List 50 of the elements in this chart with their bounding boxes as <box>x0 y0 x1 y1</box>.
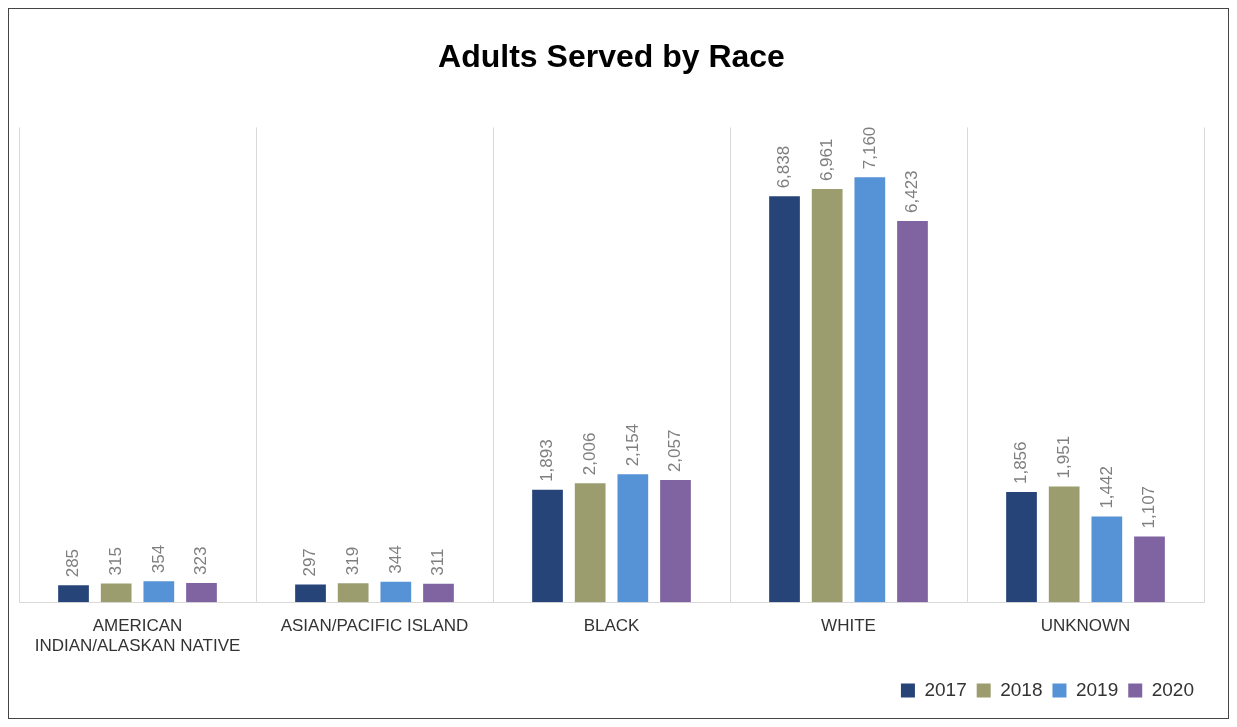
bar <box>617 474 649 603</box>
bar <box>1048 486 1080 603</box>
x-tick-label: AMERICAN INDIAN/ALASKAN NATIVE <box>34 616 241 656</box>
data-label: 1,107 <box>1139 485 1159 529</box>
bar <box>143 581 175 603</box>
bar <box>337 583 369 603</box>
bar <box>660 480 691 603</box>
bar <box>854 177 886 603</box>
bar <box>58 585 89 603</box>
x-tick-label: BLACK <box>583 616 641 636</box>
x-tick-label: ASIAN/PACIFIC ISLAND <box>280 616 469 636</box>
data-label: 6,838 <box>774 145 794 189</box>
data-label: 6,423 <box>902 170 922 213</box>
bar <box>897 221 928 603</box>
bar <box>769 196 800 603</box>
data-label: 297 <box>300 548 320 577</box>
legend-label: 2020 <box>1151 678 1195 700</box>
bar <box>186 583 217 603</box>
bar <box>100 583 132 603</box>
legend-label: 2019 <box>1075 678 1119 700</box>
data-label: 315 <box>105 547 125 576</box>
bar <box>1091 516 1123 603</box>
bar <box>1006 492 1037 603</box>
data-label: 2,057 <box>665 429 685 473</box>
data-label: 354 <box>148 544 168 574</box>
data-label: 344 <box>385 545 405 574</box>
bar <box>380 581 412 603</box>
x-tick-label: WHITE <box>821 616 876 636</box>
data-label: 319 <box>342 546 362 576</box>
bar <box>574 483 606 603</box>
bar <box>1134 536 1165 603</box>
data-label: 311 <box>428 548 448 576</box>
bar <box>295 584 326 603</box>
data-label: 7,160 <box>859 126 879 170</box>
data-label: 323 <box>191 546 211 576</box>
data-label: 1,951 <box>1053 435 1073 479</box>
data-label: 2,154 <box>622 423 642 467</box>
data-label: 1,893 <box>537 439 557 482</box>
x-tick-label: UNKNOWN <box>1040 616 1131 636</box>
data-label: 2,006 <box>579 432 599 476</box>
bar <box>532 489 563 603</box>
data-label: 1,856 <box>1011 441 1031 485</box>
chart-title: Adults Served by Race <box>438 38 785 75</box>
data-label: 6,961 <box>816 138 836 182</box>
data-label: 285 <box>63 548 83 578</box>
data-label: 1,442 <box>1096 466 1116 509</box>
bar <box>811 189 843 603</box>
bar <box>423 583 454 603</box>
legend-label: 2017 <box>924 678 967 700</box>
legend-label: 2018 <box>1000 678 1043 700</box>
